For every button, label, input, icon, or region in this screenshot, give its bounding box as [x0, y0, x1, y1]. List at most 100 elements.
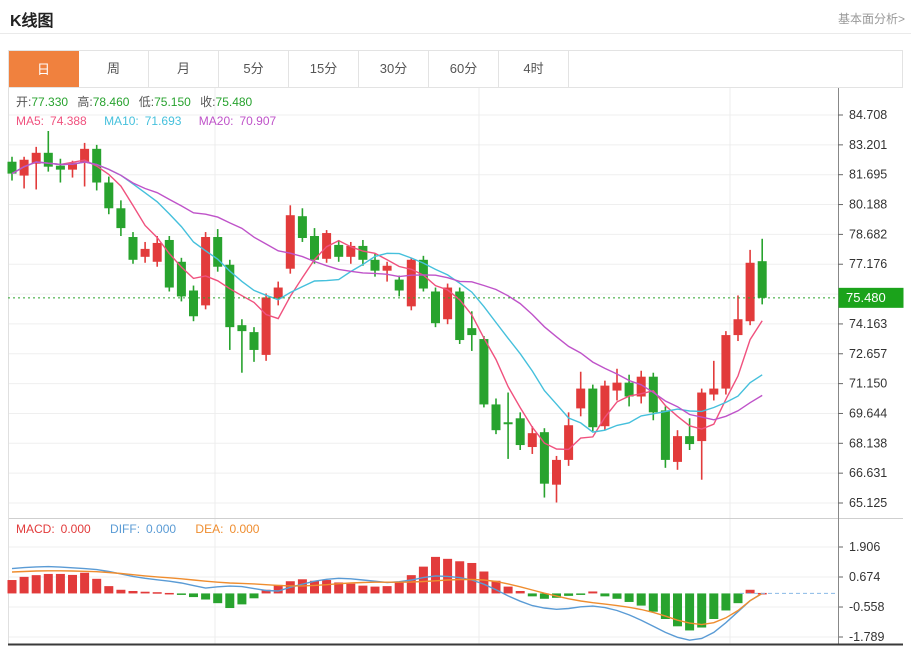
macd-bar[interactable]	[7, 580, 17, 594]
candle[interactable]	[406, 257, 416, 311]
macd-bar[interactable]	[176, 593, 186, 595]
tab-周[interactable]: 周	[79, 51, 149, 87]
candle[interactable]	[479, 336, 489, 408]
macd-bar[interactable]	[92, 578, 102, 594]
macd-chart-canvas[interactable]: 1.906 0.674 -0.558 -1.789	[0, 518, 911, 647]
macd-bar[interactable]	[273, 584, 283, 594]
candle[interactable]	[515, 412, 525, 450]
candle[interactable]	[128, 232, 138, 264]
candle[interactable]	[660, 406, 670, 468]
candle[interactable]	[55, 158, 65, 183]
candle[interactable]	[552, 455, 561, 503]
candle[interactable]	[503, 392, 513, 459]
macd-bar[interactable]	[334, 582, 344, 594]
tab-60分[interactable]: 60分	[429, 51, 499, 87]
candle[interactable]	[636, 370, 646, 404]
candle[interactable]	[140, 241, 150, 263]
candle[interactable]	[588, 384, 598, 432]
fundamental-analysis-link[interactable]: 基本面分析>	[837, 12, 905, 26]
candle[interactable]	[176, 257, 186, 302]
macd-bar[interactable]	[648, 593, 658, 612]
candle[interactable]	[709, 360, 719, 401]
candle[interactable]	[334, 239, 344, 262]
tab-15分[interactable]: 15分	[289, 51, 359, 87]
candle[interactable]	[213, 229, 223, 272]
candle[interactable]	[745, 249, 755, 326]
macd-bar[interactable]	[588, 591, 598, 594]
candle[interactable]	[273, 281, 283, 306]
macd-bar[interactable]	[491, 580, 501, 594]
candle[interactable]	[80, 142, 90, 187]
candle[interactable]	[104, 176, 114, 215]
candle[interactable]	[382, 261, 392, 282]
candle[interactable]	[564, 412, 574, 466]
candle[interactable]	[394, 275, 404, 297]
candle[interactable]	[43, 131, 53, 172]
macd-bar[interactable]	[31, 575, 41, 594]
candle[interactable]	[491, 398, 501, 435]
macd-bar[interactable]	[189, 593, 198, 598]
tab-月[interactable]: 月	[149, 51, 219, 87]
macd-bar[interactable]	[310, 580, 319, 594]
macd-bar[interactable]	[564, 593, 574, 596]
candle[interactable]	[673, 430, 682, 470]
candle[interactable]	[697, 388, 707, 480]
candle[interactable]	[164, 236, 174, 292]
macd-bar[interactable]	[80, 572, 90, 594]
macd-bar[interactable]	[55, 573, 65, 594]
macd-bar[interactable]	[249, 593, 259, 599]
tab-4时[interactable]: 4时	[499, 51, 569, 87]
macd-bar[interactable]	[116, 589, 126, 594]
tab-日[interactable]: 日	[9, 51, 79, 87]
candle[interactable]	[527, 426, 537, 454]
candle[interactable]	[431, 287, 440, 328]
candle[interactable]	[225, 259, 235, 350]
candle[interactable]	[733, 295, 743, 342]
macd-bar[interactable]	[515, 590, 525, 594]
candle[interactable]	[7, 156, 17, 181]
macd-bar[interactable]	[406, 575, 416, 594]
macd-bar[interactable]	[104, 586, 114, 594]
main-chart-canvas[interactable]: 75.480 84.708 83.201 81.695 80.188 78.682 77.1…	[0, 88, 911, 518]
candle[interactable]	[721, 331, 731, 395]
macd-bar[interactable]	[612, 593, 622, 599]
macd-bar[interactable]	[673, 593, 682, 627]
macd-bar[interactable]	[394, 582, 404, 594]
candle[interactable]	[261, 293, 271, 361]
candle[interactable]	[648, 372, 658, 421]
candle[interactable]	[285, 205, 295, 274]
macd-bar[interactable]	[213, 593, 223, 604]
macd-bar[interactable]	[261, 589, 271, 594]
macd-bar[interactable]	[721, 593, 731, 611]
macd-bar[interactable]	[382, 586, 392, 594]
macd-bar[interactable]	[745, 589, 755, 594]
macd-bar[interactable]	[370, 586, 380, 594]
candle[interactable]	[201, 232, 211, 310]
macd-bar[interactable]	[539, 593, 549, 599]
candle[interactable]	[358, 239, 368, 266]
macd-bar[interactable]	[322, 580, 332, 594]
macd-bar[interactable]	[19, 576, 29, 594]
macd-bar[interactable]	[636, 593, 646, 606]
candle[interactable]	[600, 380, 610, 431]
candle[interactable]	[576, 371, 586, 417]
macd-bar[interactable]	[576, 593, 586, 595]
macd-bar[interactable]	[152, 592, 162, 594]
macd-bar[interactable]	[624, 593, 634, 602]
macd-bar[interactable]	[68, 574, 77, 594]
macd-bar[interactable]	[467, 562, 477, 594]
macd-bar[interactable]	[140, 591, 150, 594]
candle[interactable]	[31, 146, 41, 190]
candle[interactable]	[467, 311, 477, 351]
candle[interactable]	[455, 287, 465, 344]
macd-bar[interactable]	[128, 590, 138, 594]
tab-5分[interactable]: 5分	[219, 51, 289, 87]
macd-bar[interactable]	[358, 585, 368, 594]
candle[interactable]	[539, 428, 549, 498]
candle[interactable]	[237, 319, 247, 373]
candle[interactable]	[310, 228, 319, 264]
macd-bar[interactable]	[600, 593, 610, 597]
macd-bar[interactable]	[527, 593, 537, 597]
macd-bar[interactable]	[43, 573, 53, 594]
macd-bar[interactable]	[503, 586, 513, 594]
